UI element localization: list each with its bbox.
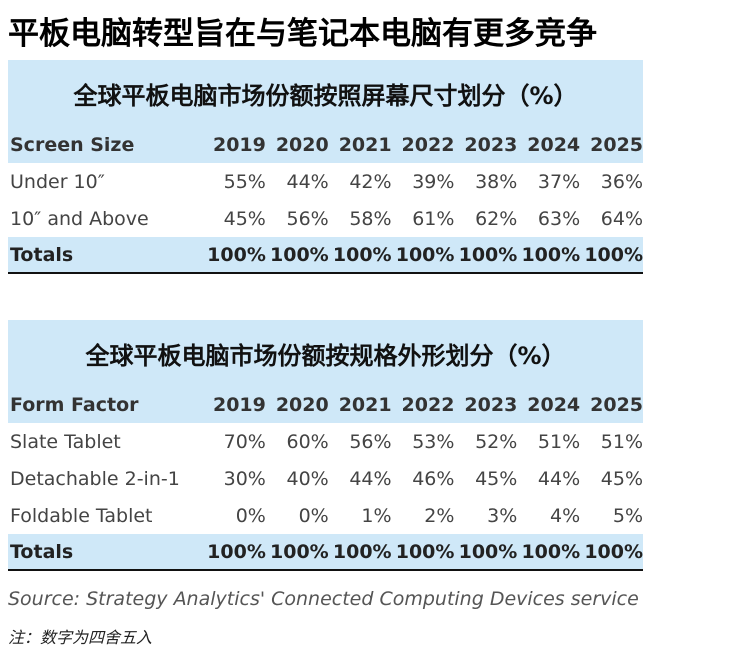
total-cell: 100%: [270, 243, 329, 266]
form-factor-table: 全球平板电脑市场份额按规格外形划分（%） Form Factor 2019 20…: [8, 320, 643, 571]
total-cell: 100%: [332, 243, 392, 266]
table-cell: 44%: [349, 467, 392, 490]
table-cell: 36%: [600, 170, 644, 193]
totals-label: Totals: [10, 540, 74, 563]
totals-row: Totals 100% 100% 100% 100% 100% 100% 100…: [8, 534, 643, 571]
table-title: 全球平板电脑市场份额按规格外形划分（%）: [8, 320, 643, 386]
row-label: Under 10″: [10, 170, 105, 193]
total-cell: 100%: [458, 540, 518, 563]
table-cell: 44%: [286, 170, 329, 193]
row-label: Detachable 2-in-1: [10, 467, 180, 490]
total-cell: 100%: [270, 540, 329, 563]
year-header: 2022: [401, 393, 455, 416]
total-cell: 100%: [395, 540, 455, 563]
total-cell: 100%: [521, 243, 581, 266]
year-header: 2021: [338, 133, 392, 156]
table-cell: 64%: [600, 207, 644, 230]
row-label: 10″ and Above: [10, 207, 149, 230]
table-cell: 46%: [412, 467, 455, 490]
table-cell: 45%: [600, 467, 644, 490]
table-cell: 62%: [475, 207, 518, 230]
header-label: Form Factor: [10, 393, 139, 416]
header-label: Screen Size: [10, 133, 135, 156]
table-header-row: Form Factor 2019 2020 2021 2022 2023 202…: [8, 386, 643, 423]
total-cell: 100%: [458, 243, 518, 266]
total-cell: 100%: [395, 243, 455, 266]
table-row: Slate Tablet 70% 60% 56% 53% 52% 51% 51%: [8, 423, 643, 460]
total-cell: 100%: [207, 243, 266, 266]
footnote: 注：数字为四舍五入: [8, 628, 153, 647]
table-cell: 60%: [286, 430, 329, 453]
table-cell: 53%: [412, 430, 455, 453]
table-cell: 2%: [424, 504, 455, 527]
source-text: Source: Strategy Analytics' Connected Co…: [8, 588, 639, 610]
total-cell: 100%: [521, 540, 581, 563]
year-header: 2021: [338, 393, 392, 416]
table-cell: 0%: [235, 504, 266, 527]
table-cell: 0%: [298, 504, 329, 527]
year-header: 2023: [464, 393, 518, 416]
page-title: 平板电脑转型旨在与笔记本电脑有更多竞争: [8, 16, 597, 52]
table-cell: 40%: [286, 467, 329, 490]
year-header: 2024: [527, 133, 581, 156]
table-row: Detachable 2-in-1 30% 40% 44% 46% 45% 44…: [8, 460, 643, 497]
table-cell: 61%: [412, 207, 455, 230]
total-cell: 100%: [332, 540, 392, 563]
table-cell: 42%: [349, 170, 392, 193]
table-cell: 56%: [349, 430, 392, 453]
year-header: 2022: [401, 133, 455, 156]
year-header: 2025: [590, 133, 644, 156]
table-cell: 3%: [487, 504, 518, 527]
table-cell: 4%: [550, 504, 581, 527]
row-label: Slate Tablet: [10, 430, 121, 453]
total-cell: 100%: [207, 540, 266, 563]
table-row: Under 10″ 55% 44% 42% 39% 38% 37% 36%: [8, 163, 643, 200]
table-cell: 38%: [475, 170, 518, 193]
year-header: 2019: [212, 133, 266, 156]
year-header: 2020: [275, 133, 329, 156]
table-cell: 58%: [349, 207, 392, 230]
table-row: Foldable Tablet 0% 0% 1% 2% 3% 4% 5%: [8, 497, 643, 534]
table-cell: 70%: [223, 430, 266, 453]
year-header: 2019: [212, 393, 266, 416]
table-cell: 63%: [537, 207, 581, 230]
year-header: 2025: [590, 393, 644, 416]
year-header: 2020: [275, 393, 329, 416]
table-cell: 5%: [612, 504, 644, 527]
table-cell: 45%: [475, 467, 518, 490]
table-cell: 30%: [223, 467, 266, 490]
table-cell: 56%: [286, 207, 329, 230]
table-cell: 55%: [223, 170, 266, 193]
table-row: 10″ and Above 45% 56% 58% 61% 62% 63% 64…: [8, 200, 643, 237]
table-cell: 52%: [475, 430, 518, 453]
table-cell: 45%: [223, 207, 266, 230]
year-header: 2024: [527, 393, 581, 416]
total-cell: 100%: [584, 243, 644, 266]
table-cell: 44%: [537, 467, 581, 490]
table-cell: 39%: [412, 170, 455, 193]
table-title: 全球平板电脑市场份额按照屏幕尺寸划分（%）: [8, 60, 643, 126]
totals-label: Totals: [10, 243, 74, 266]
row-label: Foldable Tablet: [10, 504, 153, 527]
table-cell: 51%: [537, 430, 581, 453]
total-cell: 100%: [584, 540, 644, 563]
table-cell: 51%: [600, 430, 644, 453]
screen-size-table: 全球平板电脑市场份额按照屏幕尺寸划分（%） Screen Size 2019 2…: [8, 60, 643, 274]
table-cell: 1%: [361, 504, 392, 527]
table-header-row: Screen Size 2019 2020 2021 2022 2023 202…: [8, 126, 643, 163]
totals-row: Totals 100% 100% 100% 100% 100% 100% 100…: [8, 237, 643, 274]
year-header: 2023: [464, 133, 518, 156]
table-cell: 37%: [537, 170, 581, 193]
